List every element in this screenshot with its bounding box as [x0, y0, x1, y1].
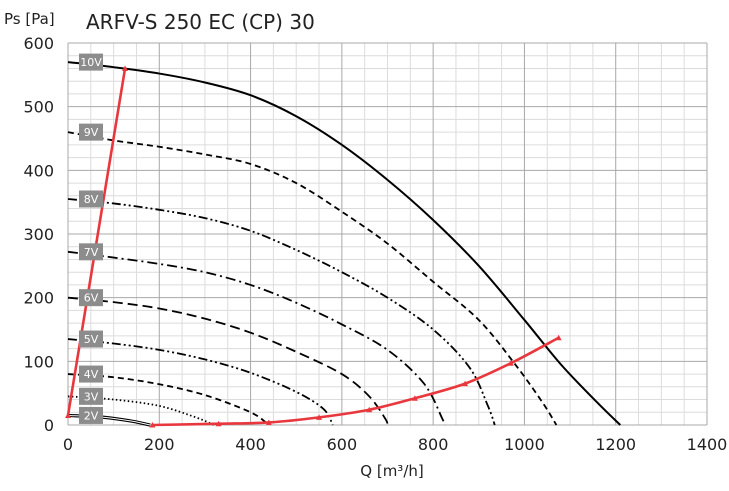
voltage-label-box-5v [79, 330, 103, 348]
y-axis-label: Ps [Pa] [4, 10, 55, 28]
system-point [555, 334, 562, 341]
voltage-label-7v: 7V [84, 246, 99, 259]
y-tick-label: 100 [23, 352, 54, 371]
voltage-label-box-4v [79, 365, 103, 383]
chart-title: ARFV-S 250 EC (CP) 30 [86, 10, 315, 34]
curve-10v [67, 61, 621, 426]
system-curve [66, 68, 127, 416]
x-tick-label: 1200 [595, 435, 636, 454]
voltage-label-box-2v [79, 406, 103, 424]
curve-5v [67, 338, 334, 426]
curve-9v [67, 131, 558, 426]
y-tick-label: 500 [23, 98, 54, 117]
system-point [122, 65, 129, 71]
x-tick-label: 400 [235, 435, 266, 454]
y-tick-label: 300 [23, 225, 54, 244]
system-curves [65, 65, 562, 428]
y-tick-label: 400 [23, 161, 54, 180]
system-point [507, 360, 514, 366]
x-tick-label: 1400 [687, 435, 728, 454]
voltage-label-3v: 3V [84, 390, 99, 403]
curve-8v [67, 198, 496, 426]
voltage-label-5v: 5V [84, 333, 99, 346]
voltage-labels: 10V 9V 8V 7V 6V 5V 4V 3V 2V [79, 53, 103, 424]
system-point [265, 419, 272, 425]
system-point [149, 422, 156, 428]
system-point [366, 406, 373, 413]
voltage-label-box-3v [79, 387, 103, 405]
system-point [65, 412, 71, 418]
system-point [316, 414, 323, 420]
y-tick-label: 0 [44, 416, 54, 435]
voltage-label-6v: 6V [84, 292, 99, 305]
voltage-label-box-6v [79, 289, 103, 307]
voltage-label-8v: 8V [84, 193, 99, 206]
x-tick-label: 600 [327, 435, 358, 454]
voltage-label-box-9v [79, 123, 103, 141]
voltage-label-box-10v [79, 53, 103, 71]
voltage-label-10v: 10V [80, 56, 102, 69]
system-point [411, 395, 418, 401]
x-tick-label: 1000 [504, 435, 545, 454]
voltage-label-2v: 2V [84, 409, 99, 422]
voltage-label-4v: 4V [84, 368, 99, 381]
voltage-label-9v: 9V [84, 126, 99, 139]
system-point [215, 420, 222, 427]
x-tick-label: 800 [418, 435, 449, 454]
y-tick-label: 600 [23, 34, 54, 53]
x-tick-label: 0 [63, 435, 73, 454]
y-tick-label: 200 [23, 289, 54, 308]
curve-4v [67, 373, 270, 426]
system-point [462, 380, 469, 387]
voltage-label-box-7v [79, 243, 103, 261]
voltage-label-box-8v [79, 190, 103, 208]
x-tick-label: 200 [144, 435, 175, 454]
x-axis-label: Q [m³/h] [360, 462, 423, 480]
tick-labels: 0 200 400 600 800 1000 1200 1400 0 100 200 300 400 50… [23, 34, 727, 454]
